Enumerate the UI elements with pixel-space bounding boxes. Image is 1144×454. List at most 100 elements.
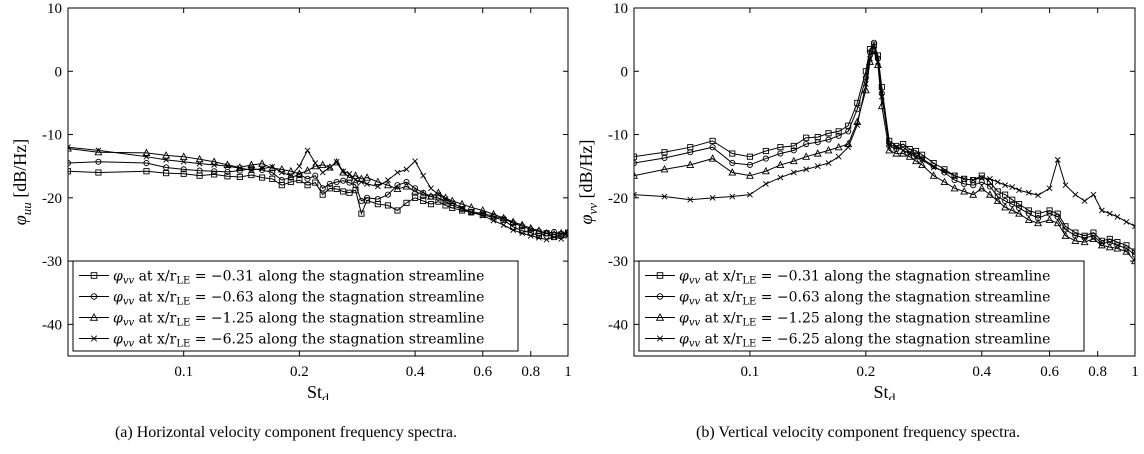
data-point xyxy=(427,192,435,200)
data-point xyxy=(790,142,797,149)
data-point xyxy=(346,170,353,177)
data-point xyxy=(296,163,303,170)
data-point xyxy=(892,149,901,157)
data-point xyxy=(526,223,535,232)
legend-label: φvv at x/rLE = −6.25 along the stagnatio… xyxy=(679,332,1050,350)
x-tick-label: 0.6 xyxy=(1040,364,1059,380)
data-point xyxy=(403,166,410,173)
data-point xyxy=(479,212,486,219)
data-point xyxy=(745,171,754,179)
data-point xyxy=(326,180,333,187)
data-point xyxy=(333,185,340,193)
data-point xyxy=(912,156,920,165)
data-point xyxy=(762,155,769,162)
x-tick-label: 0.8 xyxy=(1088,364,1107,380)
data-point xyxy=(708,154,717,162)
data-point xyxy=(383,180,392,189)
legend-marker xyxy=(90,293,98,300)
legend-label: φvv at x/rLE = −0.31 along the stagnatio… xyxy=(113,269,484,287)
data-point xyxy=(236,173,243,180)
data-point xyxy=(340,168,347,175)
data-point xyxy=(950,183,959,192)
data-point xyxy=(287,178,294,186)
data-point xyxy=(295,169,304,177)
series-circle xyxy=(68,158,568,237)
legend-marker xyxy=(656,272,664,279)
data-point xyxy=(259,174,266,181)
data-point xyxy=(930,164,937,171)
data-point xyxy=(510,227,517,234)
x-tick-label: 0.4 xyxy=(406,364,425,380)
data-point xyxy=(180,170,187,177)
data-point xyxy=(435,198,442,205)
series-line xyxy=(634,44,1135,227)
data-point xyxy=(211,171,218,178)
caption-b: (b) Vertical velocity component frequenc… xyxy=(695,424,1020,441)
data-point xyxy=(1054,156,1061,163)
data-point xyxy=(709,137,716,144)
data-point xyxy=(1009,184,1016,190)
data-point xyxy=(1034,218,1042,227)
data-point xyxy=(543,236,550,243)
x-tick-label: 0.2 xyxy=(856,364,875,380)
data-point xyxy=(1090,232,1097,239)
legend-label: φvv at x/rLE = −1.25 along the stagnatio… xyxy=(679,311,1050,329)
data-point xyxy=(434,188,443,196)
data-point xyxy=(1015,209,1024,217)
data-point xyxy=(358,210,365,217)
data-point xyxy=(1132,223,1135,230)
x-tick-label: 0.1 xyxy=(174,364,193,380)
data-point xyxy=(565,232,568,239)
data-point xyxy=(1081,234,1088,241)
data-point xyxy=(961,175,968,182)
data-point xyxy=(558,236,565,242)
y-tick-label: 10 xyxy=(47,1,62,17)
data-point xyxy=(95,147,102,154)
y-tick-label: -40 xyxy=(608,317,628,333)
data-point xyxy=(449,199,456,206)
data-point xyxy=(746,153,753,160)
data-point xyxy=(987,175,993,182)
legend-box xyxy=(638,260,1085,352)
data-point xyxy=(825,130,832,137)
data-point xyxy=(68,144,72,152)
data-point xyxy=(1113,244,1122,252)
data-point xyxy=(352,182,359,189)
data-point xyxy=(1090,191,1097,198)
data-point xyxy=(143,153,150,160)
data-point xyxy=(761,166,770,175)
data-point xyxy=(143,168,150,175)
data-point xyxy=(1016,201,1023,208)
data-point xyxy=(834,142,843,151)
x-tick-label: 0.6 xyxy=(473,364,492,380)
legend-label: φvv at x/rLE = −0.63 along the stagnatio… xyxy=(113,290,484,308)
data-point xyxy=(551,234,558,240)
y-tick-label: -20 xyxy=(42,191,62,207)
y-tick-label: 0 xyxy=(621,64,629,80)
legend-marker xyxy=(90,335,98,342)
data-point xyxy=(970,182,977,189)
data-point xyxy=(95,158,102,165)
data-point xyxy=(1131,256,1135,265)
y-tick-label: -30 xyxy=(608,254,628,270)
data-point xyxy=(535,234,542,241)
data-point xyxy=(248,165,255,172)
data-point xyxy=(1002,191,1009,198)
data-point xyxy=(776,160,785,168)
data-point xyxy=(248,171,255,179)
data-point xyxy=(729,159,736,167)
data-point xyxy=(1046,207,1053,214)
data-point xyxy=(1072,191,1079,198)
series-triangle xyxy=(68,144,568,238)
data-point xyxy=(163,170,170,177)
data-point xyxy=(442,196,449,203)
axes-box xyxy=(633,7,1136,357)
data-point xyxy=(319,191,326,198)
data-point xyxy=(906,150,913,157)
data-point xyxy=(1123,218,1130,225)
data-point xyxy=(519,230,526,237)
data-point xyxy=(478,206,487,214)
data-point xyxy=(224,163,231,170)
data-point xyxy=(660,164,669,173)
data-point xyxy=(789,156,798,165)
